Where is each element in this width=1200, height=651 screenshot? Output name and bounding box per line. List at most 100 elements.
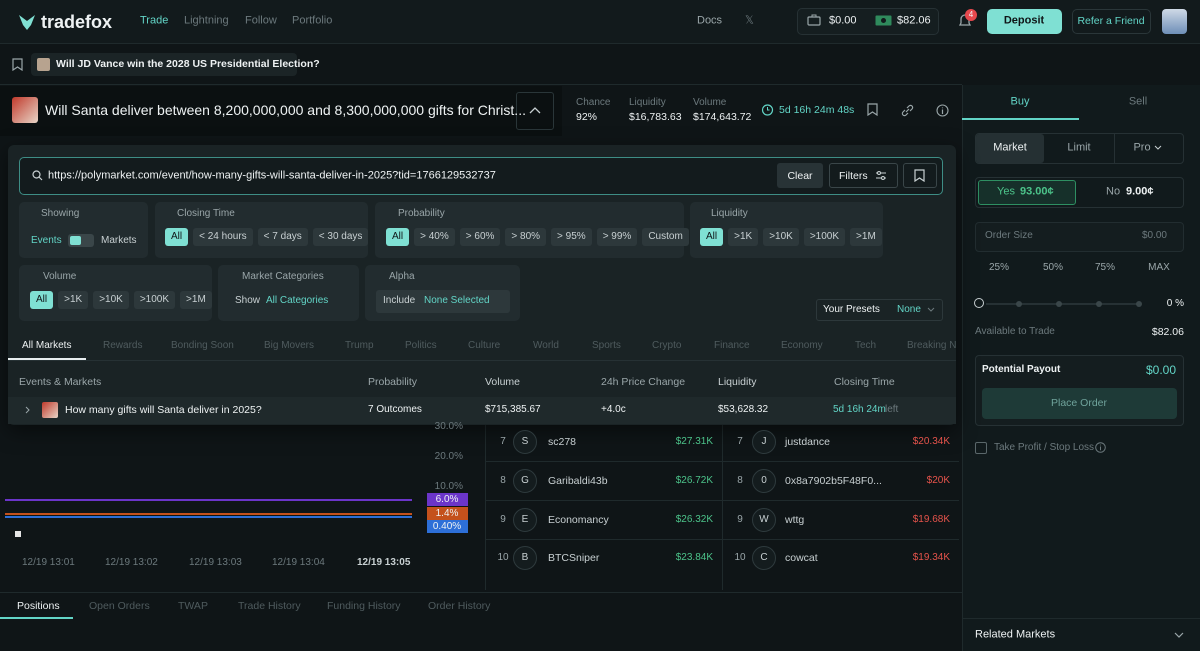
- filter-chip[interactable]: < 24 hours: [193, 228, 253, 246]
- yes-active[interactable]: [978, 180, 1076, 205]
- filter-chip[interactable]: All: [30, 291, 54, 309]
- table-header[interactable]: Liquidity: [718, 375, 757, 388]
- yes-price[interactable]: 93.00¢: [1020, 185, 1054, 198]
- bottom-tab[interactable]: Positions: [17, 599, 60, 612]
- category-tab[interactable]: Economy: [781, 340, 823, 351]
- refer-button[interactable]: [1072, 9, 1151, 34]
- category-tab[interactable]: Politics: [405, 340, 437, 351]
- side-tab[interactable]: Buy: [1010, 95, 1030, 108]
- quick-size[interactable]: 75%: [1094, 262, 1116, 273]
- nav-link[interactable]: Follow: [245, 14, 277, 27]
- order-type[interactable]: Market: [993, 141, 1027, 154]
- category-tab[interactable]: Big Movers: [264, 340, 315, 351]
- filter-chip[interactable]: > 95%: [551, 228, 592, 246]
- bottom-tab[interactable]: Trade History: [238, 599, 301, 612]
- category-tab[interactable]: Bonding Soon: [171, 340, 234, 351]
- bottom-tab[interactable]: TWAP: [178, 599, 208, 612]
- nav-link[interactable]: Docs: [697, 14, 723, 27]
- no-label[interactable]: No: [1106, 185, 1121, 198]
- filter-chip[interactable]: > 99%: [596, 228, 638, 246]
- trader-name[interactable]: cowcat: [785, 551, 818, 564]
- breadcrumb[interactable]: Will JD Vance win the 2028 US Presidenti…: [56, 57, 320, 70]
- category-tab[interactable]: Crypto: [652, 340, 682, 351]
- bookmark-icon[interactable]: [12, 58, 23, 71]
- tpsl-checkbox[interactable]: [975, 442, 987, 454]
- saved-button[interactable]: [903, 163, 937, 188]
- trader-name[interactable]: Garibaldi43b: [548, 474, 608, 487]
- bottom-tab[interactable]: Funding History: [327, 599, 401, 612]
- presets-value[interactable]: None: [897, 304, 921, 315]
- category-tab[interactable]: Tech: [855, 340, 877, 351]
- category-tab[interactable]: Rewards: [103, 340, 143, 351]
- alpha-dropdown[interactable]: [376, 290, 510, 313]
- filter-chip[interactable]: >10K: [93, 291, 129, 309]
- event-name[interactable]: How many gifts will Santa deliver in 202…: [65, 403, 262, 416]
- trader-name[interactable]: sc278: [548, 435, 577, 448]
- category-tab[interactable]: Culture: [468, 340, 501, 351]
- table-header[interactable]: Probability: [368, 375, 418, 388]
- bottom-tab[interactable]: Order History: [428, 599, 491, 612]
- link-icon[interactable]: [901, 104, 914, 117]
- filter-chip[interactable]: All: [700, 228, 724, 246]
- presets-dropdown[interactable]: [816, 299, 943, 321]
- category-tab[interactable]: All Markets: [22, 340, 72, 351]
- quick-size[interactable]: 25%: [988, 262, 1010, 273]
- deposit-button[interactable]: [987, 9, 1062, 34]
- filter-chip[interactable]: >1M: [180, 291, 212, 309]
- table-row[interactable]: [8, 397, 956, 424]
- slider-handle[interactable]: [974, 298, 984, 308]
- filter-chip[interactable]: All: [165, 228, 189, 246]
- filters-button[interactable]: [829, 163, 898, 188]
- categories-value[interactable]: All Categories: [266, 295, 329, 306]
- related-markets[interactable]: Related Markets: [975, 628, 1056, 641]
- nav-link[interactable]: Lightning: [184, 14, 229, 27]
- info-icon[interactable]: [936, 104, 949, 117]
- filter-chip[interactable]: >1K: [58, 291, 89, 309]
- table-header[interactable]: 24h Price Change: [601, 375, 686, 388]
- filter-chip[interactable]: > 80%: [505, 228, 547, 246]
- filter-chip[interactable]: < 7 days: [257, 228, 308, 246]
- no-price[interactable]: 9.00¢: [1126, 185, 1154, 198]
- order-size-input[interactable]: [975, 222, 1184, 252]
- refer-label[interactable]: Refer a Friend: [1077, 14, 1145, 27]
- table-header[interactable]: Volume: [485, 375, 521, 388]
- breadcrumb-chip[interactable]: [31, 53, 297, 76]
- filter-chip[interactable]: >100K: [803, 228, 846, 246]
- filter-chip[interactable]: Custom: [642, 228, 689, 246]
- filter-chip[interactable]: >1M: [850, 228, 882, 246]
- chevron-down[interactable]: [1174, 632, 1184, 638]
- filter-chip[interactable]: > 40%: [414, 228, 455, 246]
- chevron-right[interactable]: [25, 406, 31, 414]
- filter-chip[interactable]: >1K: [728, 228, 759, 246]
- place-order-label[interactable]: Place Order: [1050, 396, 1108, 409]
- quick-size[interactable]: MAX: [1148, 262, 1170, 273]
- category-tab[interactable]: Breaking N: [907, 340, 957, 351]
- trader-name[interactable]: Economancy: [548, 513, 609, 526]
- showing-option[interactable]: Markets: [101, 235, 137, 246]
- filter-chip[interactable]: >10K: [763, 228, 799, 246]
- filter-chip[interactable]: < 30 days: [312, 228, 369, 246]
- clear-label[interactable]: Clear: [787, 169, 813, 182]
- trader-name[interactable]: BTCSniper: [548, 551, 600, 564]
- place-order-button[interactable]: [982, 388, 1177, 419]
- filter-chip[interactable]: >100K: [133, 291, 176, 309]
- collapse-button[interactable]: [516, 92, 554, 130]
- filters-label[interactable]: Filters: [839, 169, 868, 182]
- yes-label[interactable]: Yes: [997, 185, 1015, 198]
- side-tab[interactable]: Sell: [1128, 95, 1148, 108]
- bookmark-icon[interactable]: [867, 103, 878, 116]
- avatar[interactable]: [1162, 9, 1187, 34]
- category-tab[interactable]: Trump: [345, 340, 374, 351]
- filter-chip[interactable]: All: [386, 228, 410, 246]
- nav-link[interactable]: Trade: [140, 14, 169, 27]
- category-tab[interactable]: Finance: [714, 340, 750, 351]
- alpha-value[interactable]: None Selected: [424, 295, 490, 306]
- order-type[interactable]: Limit: [1067, 141, 1091, 154]
- bottom-tab[interactable]: Open Orders: [89, 599, 150, 612]
- showing-option[interactable]: Events: [31, 235, 62, 246]
- order-type[interactable]: Pro: [1133, 141, 1151, 154]
- deposit-label[interactable]: Deposit: [1003, 14, 1045, 27]
- trader-name[interactable]: justdance: [785, 435, 830, 448]
- table-header[interactable]: Closing Time: [834, 375, 895, 388]
- quick-size[interactable]: 50%: [1042, 262, 1064, 273]
